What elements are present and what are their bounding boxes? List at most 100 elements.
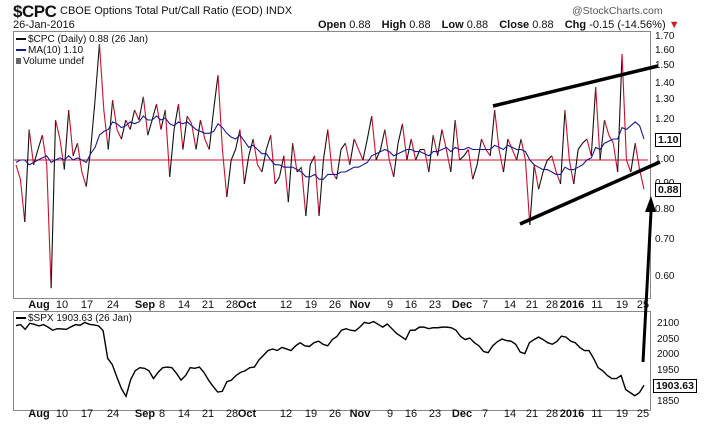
y-tick-label: 1.40 [655, 78, 675, 89]
cpc-line-segment [217, 74, 223, 150]
x-tick-label: 21 [525, 299, 539, 311]
legend-cpc: $CPC (Daily) 0.88 (26 Jan) [16, 34, 148, 45]
down-arrow-icon: ▼ [668, 19, 680, 31]
x-tick-label: 8 [158, 299, 166, 311]
x-tick-label: 10 [55, 408, 69, 420]
x-tick-label: 8 [158, 408, 166, 420]
y-tick-label: 1850 [657, 396, 680, 407]
cpc-line-segment [314, 155, 320, 217]
cpc-line-segment [621, 53, 627, 161]
cpc-line-segment [41, 135, 48, 165]
x-tick-label: Sep [134, 408, 156, 420]
legend-cpc-label: $CPC (Daily) 0.88 (26 Jan) [28, 34, 149, 45]
cpc-line-segment [568, 159, 575, 185]
cpc-line-segment [336, 149, 342, 180]
cpc-line-segment [564, 109, 570, 161]
cpc-line-segment [125, 119, 131, 130]
cpc-line-segment [555, 171, 562, 185]
cpc-line-segment [551, 155, 557, 173]
cpc-line-segment [230, 149, 237, 161]
cpc-line-segment [498, 149, 505, 173]
cpc-line-segment [112, 99, 118, 130]
cpc-line-segment [213, 74, 219, 111]
cpc-line-segment [208, 109, 215, 150]
cpc-line-segment [72, 143, 79, 156]
high-value: 0.88 [409, 19, 431, 31]
cpc-line-segment [177, 103, 184, 150]
x-tick-label: 7 [481, 299, 489, 311]
cpc-line-segment [59, 138, 65, 170]
cpc-line-segment [573, 149, 579, 185]
legend-swatch-cpc [16, 38, 26, 41]
cpc-line-segment [586, 138, 592, 156]
cpc-line-segment [261, 149, 267, 173]
x-tick-label: 19 [615, 299, 629, 311]
cpc-line-segment [270, 135, 276, 185]
x-tick-label: 23 [428, 408, 442, 420]
open-label: Open [318, 19, 347, 31]
cpc-line-segment [252, 138, 259, 165]
cpc-line-segment [296, 166, 302, 173]
cpc-line-segment [248, 138, 254, 156]
x-tick-label: 19 [304, 299, 318, 311]
cpc-line-segment [445, 149, 452, 173]
cpc-line-segment [630, 143, 636, 173]
cpc-line-segment [599, 119, 606, 161]
x-tick-label: 28 [545, 408, 559, 420]
cpc-line-segment [393, 143, 399, 177]
x-tick-label: 21 [201, 299, 215, 311]
cpc-line-segment [520, 138, 526, 161]
cpc-line-segment [507, 138, 513, 150]
low-label: Low [441, 19, 464, 31]
x-tick-label: Nov [349, 408, 371, 420]
cpc-line-segment [287, 143, 294, 203]
cpc-line-segment [15, 164, 21, 180]
cpc-line-segment [560, 109, 566, 185]
spx-line [15, 320, 645, 399]
cpc-line-segment [204, 138, 210, 150]
x-tick-label: 2016 [559, 299, 585, 311]
cpc-line-segment [603, 119, 610, 136]
cpc-line-segment [612, 143, 619, 173]
cpc-line-segment [147, 119, 153, 136]
cpc-line-segment [459, 155, 465, 161]
x-tick-label: 21 [201, 408, 215, 420]
cpc-line-segment [533, 164, 540, 190]
cpc-line-segment [344, 143, 351, 165]
legend-swatch-ma [16, 49, 26, 52]
x-tick-label: 24 [106, 408, 120, 420]
chg-value: -0.15 (-14.56%) [589, 19, 666, 31]
legend-ma: MA(10) 1.10 [16, 45, 148, 56]
cpc-line-segment [300, 167, 307, 217]
annotation-arrow-shaft [641, 211, 653, 363]
bottom-legend: $SPX 1903.63 (26 Jan) [16, 313, 132, 324]
x-tick-label: 12 [279, 408, 293, 420]
x-tick-label: 14 [503, 299, 517, 311]
cpc-line-segment [608, 134, 614, 144]
spx-price-panel[interactable] [13, 311, 651, 411]
cpc-line-segment [160, 109, 166, 130]
cpc-line-segment [199, 119, 206, 140]
cpc-line-segment [485, 149, 491, 157]
cpc-line-segment [432, 135, 439, 156]
last-value-cpc: 0.88 [655, 183, 682, 198]
cpc-line-segment [379, 129, 386, 150]
cpc-line-segment [511, 149, 518, 161]
cpc-line-segment [186, 115, 193, 125]
cpc-line-segment [235, 129, 241, 150]
cpc-line-segment [98, 43, 105, 111]
cpc-line-segment [292, 143, 298, 173]
cpc-line-segment [103, 109, 109, 150]
x-tick-label: Aug [28, 299, 50, 311]
cpc-line-segment [595, 87, 601, 161]
cpc-line-segment [37, 135, 43, 150]
cpc-line-segment [401, 123, 408, 161]
x-tick-label: 19 [304, 408, 318, 420]
cpc-line-segment [76, 143, 83, 173]
x-tick-label: 24 [106, 299, 120, 311]
cpc-line-segment [50, 119, 57, 289]
close-label: Close [499, 19, 530, 31]
x-tick-label: 25 [636, 299, 650, 311]
x-tick-label: Oct [237, 408, 257, 420]
